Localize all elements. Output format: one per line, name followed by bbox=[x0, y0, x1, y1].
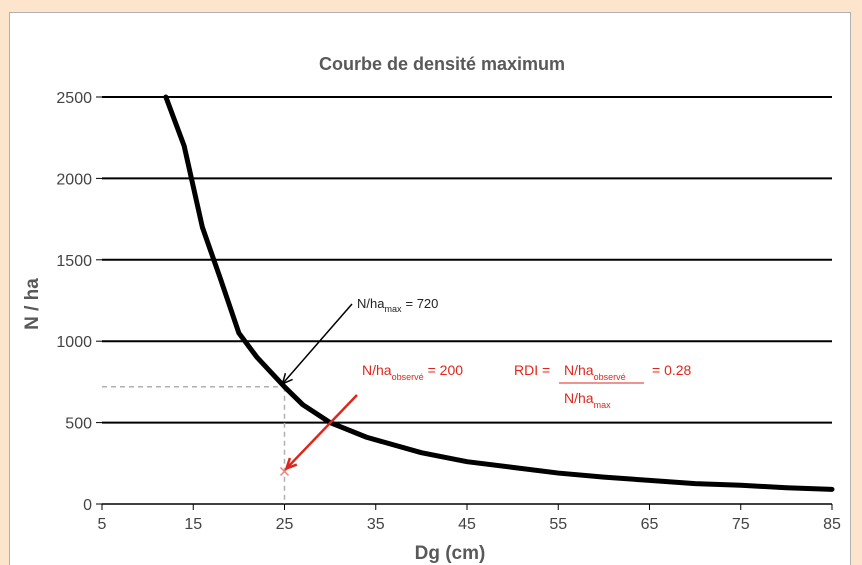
data-point bbox=[302, 404, 304, 406]
y-axis-label: N / ha bbox=[22, 278, 43, 330]
annotation-max-value: = 720 bbox=[405, 296, 438, 311]
annotation-observed-prefix: N/ha bbox=[362, 362, 392, 378]
annotation-observed-sub: observé bbox=[392, 372, 424, 382]
data-point bbox=[165, 96, 167, 98]
guide-lines bbox=[102, 386, 286, 504]
y-tick-label-2500: 2500 bbox=[56, 90, 92, 107]
rdi-label: RDI = bbox=[514, 362, 550, 378]
y-tick-label-1500: 1500 bbox=[56, 253, 92, 270]
rdi-numerator-sub: observé bbox=[594, 372, 626, 382]
arrow-to-observed-head bbox=[284, 457, 298, 471]
rdi-numerator-prefix: N/ha bbox=[564, 362, 594, 378]
x-tick-label-45: 45 bbox=[458, 516, 476, 533]
data-point bbox=[649, 479, 650, 481]
data-point bbox=[740, 484, 742, 486]
rdi-result: = 0.28 bbox=[652, 362, 692, 378]
annotation-max-sub: max bbox=[384, 304, 402, 314]
x-tick-label-85: 85 bbox=[823, 516, 841, 533]
data-point bbox=[466, 461, 468, 463]
axes: 0 500 1000 1500 2000 2500 5 15 25 35 45 55 65 75 85 bbox=[56, 90, 841, 533]
data-point bbox=[256, 356, 258, 358]
data-point bbox=[183, 145, 185, 147]
series-group bbox=[163, 94, 835, 492]
y-tick-label-2000: 2000 bbox=[56, 171, 92, 188]
y-tick-label-500: 500 bbox=[65, 416, 92, 433]
annotation-observed-value: = 200 bbox=[428, 362, 464, 378]
data-point bbox=[694, 483, 696, 485]
x-tick-label-25: 25 bbox=[276, 516, 294, 533]
arrow-to-max bbox=[281, 303, 353, 386]
data-point bbox=[284, 386, 285, 388]
annotation-max: N/hamax = 720 bbox=[357, 296, 438, 314]
data-point bbox=[220, 278, 222, 280]
y-tick-label-1000: 1000 bbox=[56, 334, 92, 351]
arrow-to-observed-shaft bbox=[285, 394, 358, 470]
x-tick-label-15: 15 bbox=[184, 516, 202, 533]
arrow-to-observed bbox=[284, 394, 358, 471]
annotations bbox=[281, 303, 358, 471]
rdi-numerator: N/haobservé bbox=[564, 362, 626, 382]
x-tick-label-35: 35 bbox=[367, 516, 385, 533]
data-point bbox=[420, 452, 422, 454]
rdi-denominator-prefix: N/ha bbox=[564, 390, 594, 406]
series-line-0 bbox=[163, 94, 835, 492]
annotation-observed: N/haobservé = 200 bbox=[362, 362, 463, 382]
data-point bbox=[785, 487, 787, 489]
data-point bbox=[238, 332, 240, 334]
rdi-denominator: N/hamax bbox=[564, 390, 611, 410]
annotation-max-prefix: N/ha bbox=[357, 296, 385, 311]
x-tick-label-5: 5 bbox=[98, 516, 107, 533]
x-tick-label-75: 75 bbox=[732, 516, 750, 533]
data-point bbox=[366, 436, 368, 438]
rdi-denominator-sub: max bbox=[594, 400, 612, 410]
x-tick-label-55: 55 bbox=[549, 516, 567, 533]
grid-lines bbox=[102, 96, 832, 424]
density-chart: 0 500 1000 1500 2000 2500 5 15 25 35 45 55 65 75 85 Co… bbox=[22, 54, 841, 564]
y-tick-label-0: 0 bbox=[83, 497, 92, 514]
data-point bbox=[201, 226, 203, 228]
arrow-to-max-head bbox=[281, 372, 293, 386]
data-point bbox=[512, 466, 514, 468]
data-point bbox=[831, 488, 833, 490]
chart-title: Courbe de densité maximum bbox=[319, 54, 565, 74]
chart-frame: 0 500 1000 1500 2000 2500 5 15 25 35 45 55 65 75 85 Co… bbox=[9, 12, 851, 565]
data-point bbox=[603, 476, 605, 478]
data-point bbox=[557, 472, 559, 474]
x-axis-label: Dg (cm) bbox=[415, 543, 486, 564]
arrow-to-max-shaft bbox=[281, 303, 353, 385]
x-tick-label-65: 65 bbox=[641, 516, 659, 533]
